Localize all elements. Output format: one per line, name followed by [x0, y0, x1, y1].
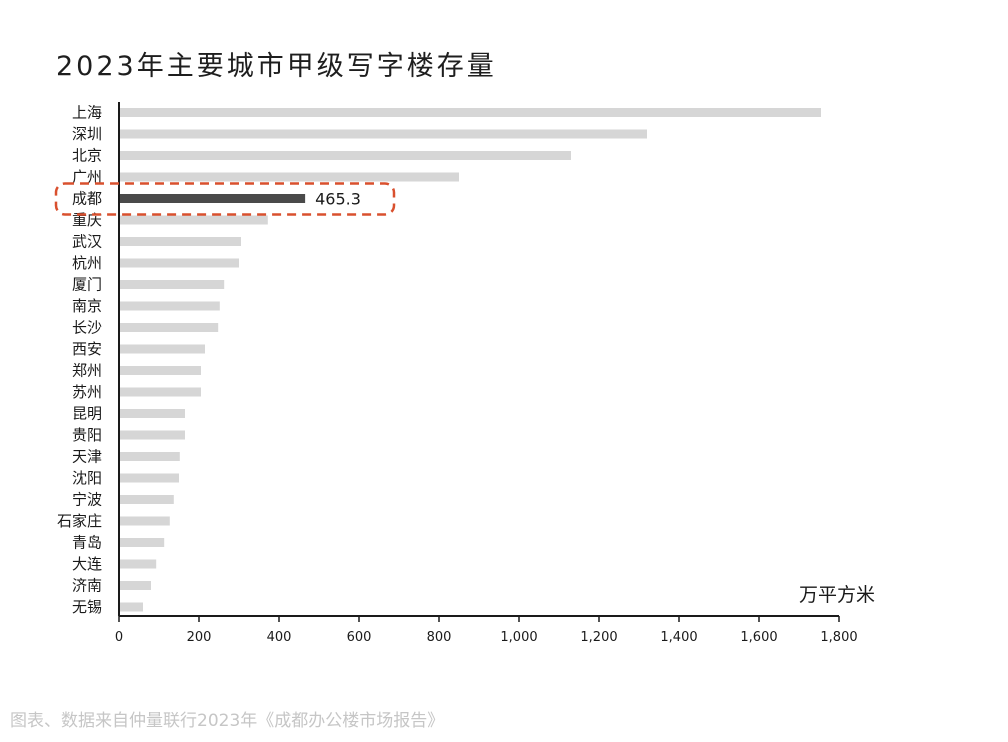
bar-重庆 — [119, 215, 268, 225]
bar-上海 — [119, 108, 821, 117]
bar-无锡 — [119, 602, 143, 612]
bar-济南 — [119, 581, 151, 590]
x-tick-label: 800 — [427, 630, 452, 645]
highlight-data-label: 465.3 — [315, 190, 361, 209]
category-label: 南京 — [72, 297, 102, 315]
category-label: 石家庄 — [57, 512, 102, 530]
category-label: 天津 — [72, 448, 102, 466]
bar-杭州 — [119, 258, 239, 268]
bar-宁波 — [119, 495, 174, 504]
bar-南京 — [119, 301, 220, 311]
bar-天津 — [119, 452, 180, 461]
category-label: 成都 — [72, 190, 102, 208]
bar-石家庄 — [119, 516, 170, 526]
x-tick-label: 400 — [267, 630, 292, 645]
x-tick-label: 200 — [187, 630, 212, 645]
bar-贵阳 — [119, 430, 185, 440]
source-note: 图表、数据来自仲量联行2023年《成都办公楼市场报告》 — [10, 711, 445, 731]
bar-广州 — [119, 172, 459, 182]
category-label: 长沙 — [72, 319, 102, 337]
x-tick-label: 0 — [115, 630, 123, 645]
x-tick-label: 600 — [347, 630, 372, 645]
bar-沈阳 — [119, 473, 179, 483]
x-tick-label: 1,800 — [820, 630, 857, 645]
bar-大连 — [119, 559, 157, 569]
category-label: 武汉 — [72, 233, 102, 251]
category-label: 广州 — [72, 168, 102, 186]
bar-长沙 — [119, 323, 219, 332]
category-label: 大连 — [72, 555, 102, 573]
category-label: 无锡 — [72, 598, 102, 616]
bar-昆明 — [119, 409, 185, 418]
bar-成都 — [119, 194, 306, 203]
category-label: 杭州 — [72, 254, 102, 272]
category-label: 苏州 — [72, 383, 102, 401]
category-label: 昆明 — [72, 405, 102, 423]
x-axis-ticks: 0 200 400 600 800 1,000 1,200 1,400 1,600 1,800 — [115, 616, 858, 645]
bar-北京 — [119, 151, 571, 160]
category-label: 沈阳 — [72, 469, 102, 487]
category-labels: 上海深圳北京广州成都重庆武汉杭州厦门南京长沙西安郑州苏州昆明贵阳天津沈阳宁波石家… — [57, 104, 102, 617]
x-tick-label: 1,000 — [500, 630, 537, 645]
category-label: 深圳 — [72, 125, 102, 143]
x-tick-label: 1,200 — [580, 630, 617, 645]
x-tick-label: 1,400 — [660, 630, 697, 645]
bars-layer — [119, 108, 821, 612]
category-label: 西安 — [72, 340, 102, 358]
bar-郑州 — [119, 366, 201, 375]
category-label: 郑州 — [72, 362, 102, 380]
bar-武汉 — [119, 237, 241, 246]
bar-青岛 — [119, 538, 165, 547]
x-tick-label: 1,600 — [740, 630, 777, 645]
category-label: 上海 — [72, 104, 102, 122]
unit-label: 万平方米 — [799, 584, 875, 606]
category-label: 青岛 — [72, 534, 102, 552]
category-label: 贵阳 — [72, 426, 102, 444]
bar-苏州 — [119, 387, 201, 397]
category-label: 济南 — [72, 577, 102, 595]
category-label: 厦门 — [72, 276, 102, 294]
bar-西安 — [119, 344, 205, 354]
bar-深圳 — [119, 129, 647, 139]
chart-title: 2023年主要城市甲级写字楼存量 — [56, 51, 497, 82]
bar-厦门 — [119, 280, 225, 289]
category-label: 北京 — [72, 147, 102, 165]
category-label: 宁波 — [72, 491, 102, 509]
